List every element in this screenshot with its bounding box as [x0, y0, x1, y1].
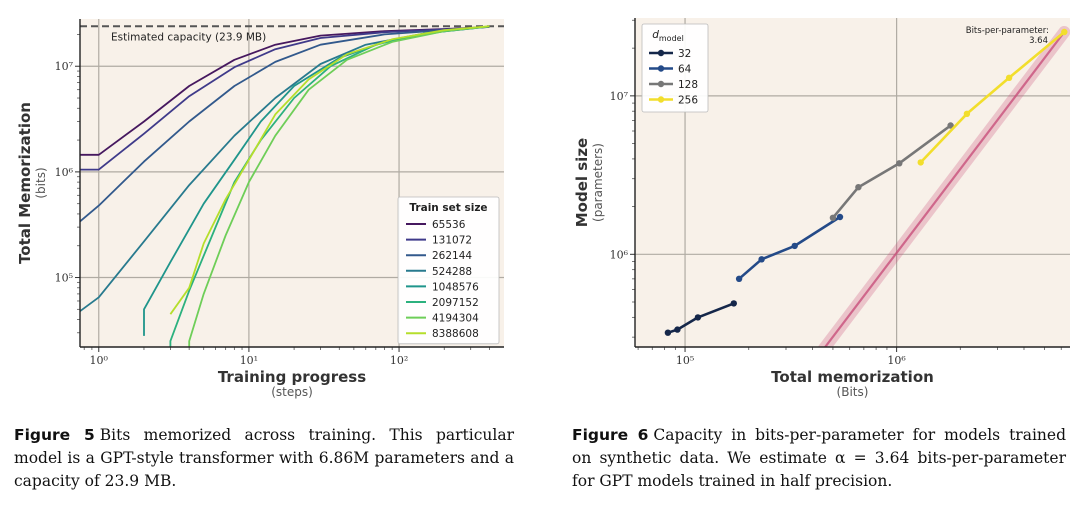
x-axis-title: Total memorization — [771, 368, 934, 386]
series-line-32 — [667, 302, 735, 334]
series-point-32 — [674, 326, 681, 333]
series-point-64 — [758, 256, 765, 263]
figure-6-label: Figure 6 — [572, 426, 649, 444]
figure-5-label: Figure 5 — [14, 426, 95, 444]
annotation-line-1: Bits-per-parameter: — [966, 26, 1049, 36]
legend-box — [397, 196, 500, 345]
plot-area — [664, 26, 1070, 347]
series-point-256 — [917, 159, 924, 166]
x-axis-unit: (steps) — [271, 385, 313, 399]
x-tick-label: 10² — [390, 354, 408, 367]
series-point-32 — [664, 329, 672, 336]
series-point-64 — [791, 242, 798, 250]
memorization-vs-training-chart: 10⁰ 10¹ 10² 10⁵ 10⁶ 10⁷ Estimated capacity (23… — [16, 19, 504, 399]
series-line-8388608 — [169, 25, 490, 315]
legend-title: Train set size — [409, 202, 487, 214]
annotation-line-2: 3.64 — [1029, 36, 1048, 46]
x-tick-label: 10⁶ — [887, 354, 906, 367]
legend-label-64: 64 — [678, 64, 692, 76]
figure-6-text: Capacity in bits-per-parameter for model… — [572, 426, 1066, 490]
legend-label-128: 128 — [678, 79, 698, 91]
y-tick-label: 10⁶ — [610, 248, 629, 261]
x-tick-label: 10⁰ — [90, 354, 109, 367]
series-point-256 — [1005, 74, 1013, 82]
x-tick-label: 10¹ — [240, 354, 258, 367]
legend-marker-128 — [657, 80, 665, 88]
figure-5-caption: Figure 5 Bits memorized across training. … — [14, 424, 514, 493]
series-point-256 — [963, 110, 971, 118]
legend-label-8388608: 8388608 — [432, 328, 479, 340]
fit-line — [823, 31, 1066, 347]
series-line-262144 — [80, 25, 490, 223]
y-axis-unit: (parameters) — [591, 143, 605, 222]
series-point-32 — [694, 314, 702, 321]
series-line-256 — [919, 30, 1066, 164]
legend-label-4194304: 4194304 — [432, 313, 479, 325]
series-point-128 — [947, 122, 954, 129]
x-tick-label: 10⁵ — [676, 354, 694, 367]
legend-marker-256 — [657, 96, 665, 103]
series-line-64 — [738, 215, 841, 280]
legend-label-256: 256 — [678, 95, 698, 107]
series-point-128 — [855, 184, 862, 191]
y-tick-label: 10⁷ — [610, 90, 629, 103]
series-point-256 — [1061, 28, 1068, 36]
y-tick-label: 10⁵ — [55, 272, 73, 285]
x-axis-title: Training progress — [218, 368, 366, 386]
legend-label-262144: 262144 — [432, 250, 472, 262]
legend-label-32: 32 — [678, 48, 691, 60]
figure-5-text: Bits memorized across training. This par… — [14, 426, 515, 490]
y-axis-title: Total Memorization — [16, 102, 34, 264]
plot-area — [80, 25, 504, 347]
capacity-label: Estimated capacity (23.9 MB) — [111, 31, 266, 43]
y-axis-title: Model size — [573, 138, 591, 227]
y-tick-label: 10⁶ — [55, 166, 74, 179]
legend-label-524288: 524288 — [432, 266, 472, 278]
legend-label-65536: 65536 — [432, 219, 466, 231]
legend-title: dmodel — [652, 29, 684, 43]
series-point-64 — [735, 275, 743, 282]
legend-marker-64 — [657, 65, 665, 72]
series-line-128 — [831, 124, 952, 219]
y-axis-unit: (bits) — [34, 167, 48, 198]
legend-marker-32 — [657, 49, 665, 57]
series-line-4194304 — [188, 25, 490, 347]
model-size-vs-memorization-chart: 10⁵ 10⁶ 10⁶ 10⁷ Total memorization(Bits) Mode… — [573, 18, 1070, 399]
y-tick-label: 10⁷ — [55, 60, 74, 73]
legend-label-1048576: 1048576 — [432, 281, 479, 293]
series-point-128 — [829, 214, 837, 221]
series-point-64 — [836, 213, 844, 221]
legend-box — [641, 23, 709, 113]
series-point-32 — [730, 300, 737, 307]
series-point-128 — [896, 160, 903, 167]
series-line-131072 — [80, 26, 490, 171]
x-axis-unit: (Bits) — [837, 385, 869, 399]
legend-label-2097152: 2097152 — [432, 297, 479, 309]
legend-label-131072: 131072 — [432, 235, 472, 247]
figure-6-caption: Figure 6 Capacity in bits-per-parameter f… — [572, 424, 1066, 493]
